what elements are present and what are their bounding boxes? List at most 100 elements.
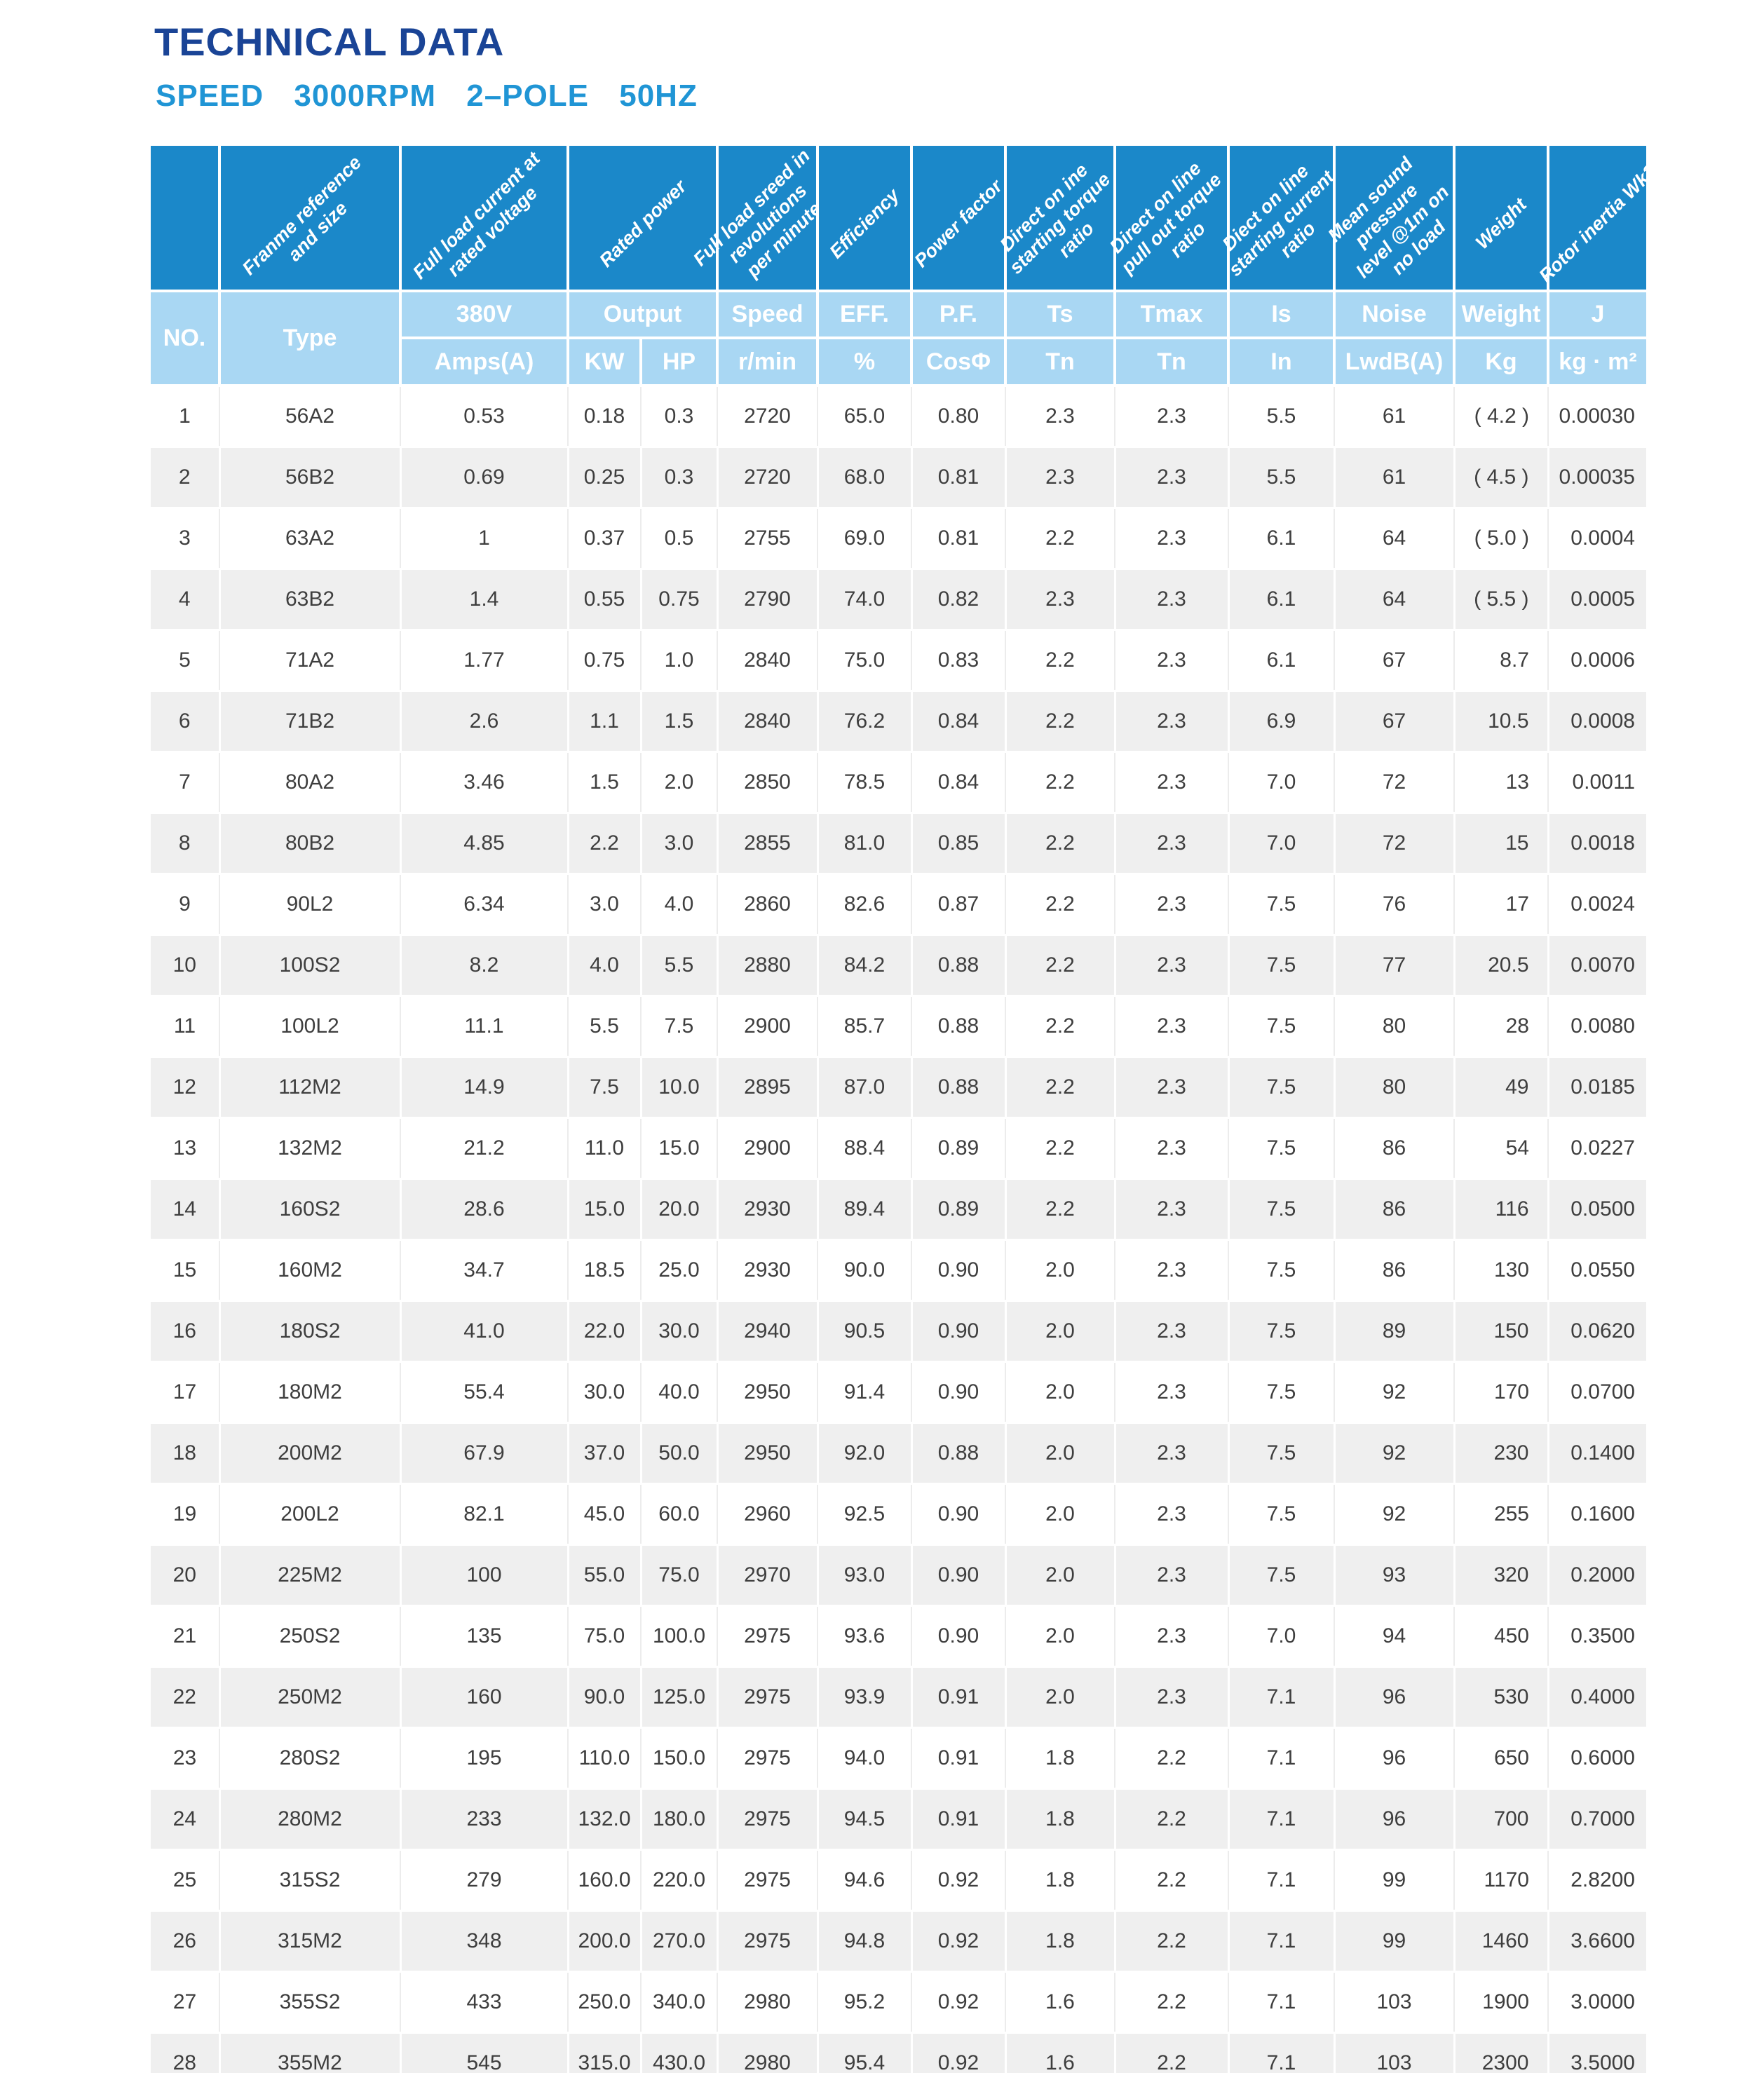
cell-ts: 2.0: [1005, 1483, 1115, 1545]
cell-hp: 0.75: [641, 568, 719, 631]
cell-tmax: 2.3: [1115, 1178, 1230, 1241]
cell-kw: 4.0: [568, 934, 642, 997]
cell-is: 6.9: [1228, 690, 1336, 753]
table-body: 1 56A2 0.53 0.18 0.3 2720 65.0 0.80 2.3 2.3 5.5 61(…: [151, 386, 1646, 2073]
cell-hp: 5.5: [641, 934, 719, 997]
cell-eff: 84.2: [817, 934, 913, 997]
cell-kw: 200.0: [568, 1910, 642, 1973]
cell-j: 0.0011: [1548, 752, 1646, 813]
cell-tmax: 2.3: [1115, 1422, 1230, 1485]
cell-is: 6.1: [1228, 508, 1335, 569]
cell-j: 0.00030: [1548, 386, 1646, 447]
cell-tmax: 2.3: [1115, 1117, 1229, 1179]
cell-type: 250M2: [219, 1666, 402, 1729]
cell-weight: 1900: [1454, 1971, 1549, 2033]
cell-eff: 94.0: [817, 1727, 912, 1789]
cell-pf: 0.91: [911, 1788, 1007, 1851]
cell-no: 4: [151, 568, 221, 631]
cell-ts: 2.2: [1005, 934, 1116, 997]
cell-kw: 7.5: [568, 1056, 642, 1119]
cell-speed: 2975: [717, 1666, 819, 1729]
cell-noise: 89: [1334, 1300, 1456, 1363]
cell-is: 7.1: [1228, 1971, 1335, 2033]
unit-rmin: r/min: [717, 338, 819, 387]
header-weight: Weight: [1454, 291, 1549, 339]
cell-speed: 2975: [717, 1910, 819, 1973]
cell-type: 63B2: [219, 568, 402, 631]
cell-speed: 2860: [717, 874, 818, 935]
cell-no: 26: [151, 1910, 221, 1973]
cell-ts: 2.2: [1005, 1056, 1116, 1119]
cell-noise: 96: [1334, 1727, 1455, 1789]
cell-kw: 160.0: [568, 1849, 642, 1911]
cell-no: 10: [151, 934, 221, 997]
cell-j: 0.0700: [1548, 1361, 1646, 1423]
header-380v: 380V: [400, 291, 569, 339]
cell-is: 7.1: [1228, 1910, 1336, 1973]
cell-ts: 2.0: [1005, 1239, 1115, 1301]
cell-is: 7.5: [1228, 1300, 1336, 1363]
cell-j: 0.00035: [1548, 446, 1646, 509]
diag-starting-current-ratio: Diect on line starting current ratio: [1218, 146, 1338, 292]
cell-noise: 96: [1334, 1788, 1456, 1851]
cell-hp: 430.0: [641, 2032, 719, 2073]
cell-ts: 2.3: [1005, 386, 1115, 447]
cell-pf: 0.92: [911, 1849, 1006, 1911]
cell-weight: 2300: [1454, 2032, 1549, 2073]
cell-type: 280S2: [219, 1727, 401, 1789]
cell-hp: 3.0: [641, 812, 719, 875]
table-row: 5 71A2 1.77 0.75 1.0 2840 75.0 0.83 2.2 2.3 6.1 67 8…: [151, 630, 1646, 691]
cell-noise: 92: [1334, 1422, 1456, 1485]
cell-pf: 0.90: [911, 1239, 1006, 1301]
table-header: Franme reference and size Full load curr…: [151, 145, 1660, 387]
cell-no: 20: [151, 1544, 221, 1607]
cell-weight: 530: [1454, 1666, 1549, 1729]
cell-type: 100S2: [219, 934, 402, 997]
cell-pf: 0.87: [911, 874, 1006, 935]
cell-kw: 0.18: [568, 386, 642, 447]
cell-j: 3.5000: [1548, 2032, 1646, 2073]
cell-ts: 1.8: [1005, 1788, 1116, 1851]
cell-hp: 1.0: [641, 630, 718, 691]
cell-pf: 0.90: [911, 1483, 1006, 1545]
cell-noise: 64: [1334, 508, 1455, 569]
header-speed: Speed: [717, 291, 819, 339]
cell-ts: 1.8: [1005, 1910, 1116, 1973]
cell-is: 7.1: [1228, 2032, 1336, 2073]
cell-weight: 230: [1454, 1422, 1549, 1485]
cell-type: 160S2: [219, 1178, 402, 1241]
cell-is: 7.5: [1228, 1117, 1335, 1179]
cell-j: 0.2000: [1548, 1544, 1646, 1607]
cell-pf: 0.88: [911, 1056, 1007, 1119]
table-row: 12 112M2 14.9 7.5 10.0 2895 87.0 0.88 2.2 2.3 7.5 8…: [151, 1056, 1646, 1119]
table-row: 23 280S2 195 110.0 150.0 2975 94.0 0.91 1.8 2.2 7.…: [151, 1727, 1646, 1789]
cell-tmax: 2.2: [1115, 1849, 1229, 1911]
cell-j: 0.1600: [1548, 1483, 1646, 1545]
cell-ts: 2.0: [1005, 1300, 1116, 1363]
cell-speed: 2840: [717, 690, 819, 753]
cell-j: 0.0185: [1548, 1056, 1646, 1119]
cell-weight: 28: [1454, 995, 1549, 1057]
cell-noise: 103: [1334, 2032, 1456, 2073]
cell-weight: ( 5.0 ): [1454, 508, 1549, 569]
cell-amps: 135: [400, 1605, 569, 1667]
cell-no: 19: [151, 1483, 220, 1545]
unit-in: In: [1228, 338, 1336, 387]
cell-amps: 14.9: [400, 1056, 569, 1119]
cell-is: 5.5: [1228, 386, 1335, 447]
cell-amps: 348: [400, 1910, 569, 1973]
cell-eff: 76.2: [817, 690, 913, 753]
table-row: 11 100L2 11.1 5.5 7.5 2900 85.7 0.88 2.2 2.3 7.5 80…: [151, 995, 1646, 1057]
cell-is: 7.1: [1228, 1788, 1336, 1851]
cell-ts: 1.8: [1005, 1727, 1115, 1789]
cell-amps: 3.46: [400, 752, 569, 813]
cell-is: 7.1: [1228, 1727, 1335, 1789]
cell-tmax: 2.2: [1115, 1727, 1229, 1789]
cell-amps: 4.85: [400, 812, 569, 875]
cell-ts: 2.2: [1005, 812, 1116, 875]
cell-type: 355S2: [219, 1971, 401, 2033]
cell-ts: 2.0: [1005, 1605, 1115, 1667]
cell-type: 225M2: [219, 1544, 402, 1607]
cell-j: 0.0018: [1548, 812, 1646, 875]
cell-pf: 0.92: [911, 1971, 1006, 2033]
